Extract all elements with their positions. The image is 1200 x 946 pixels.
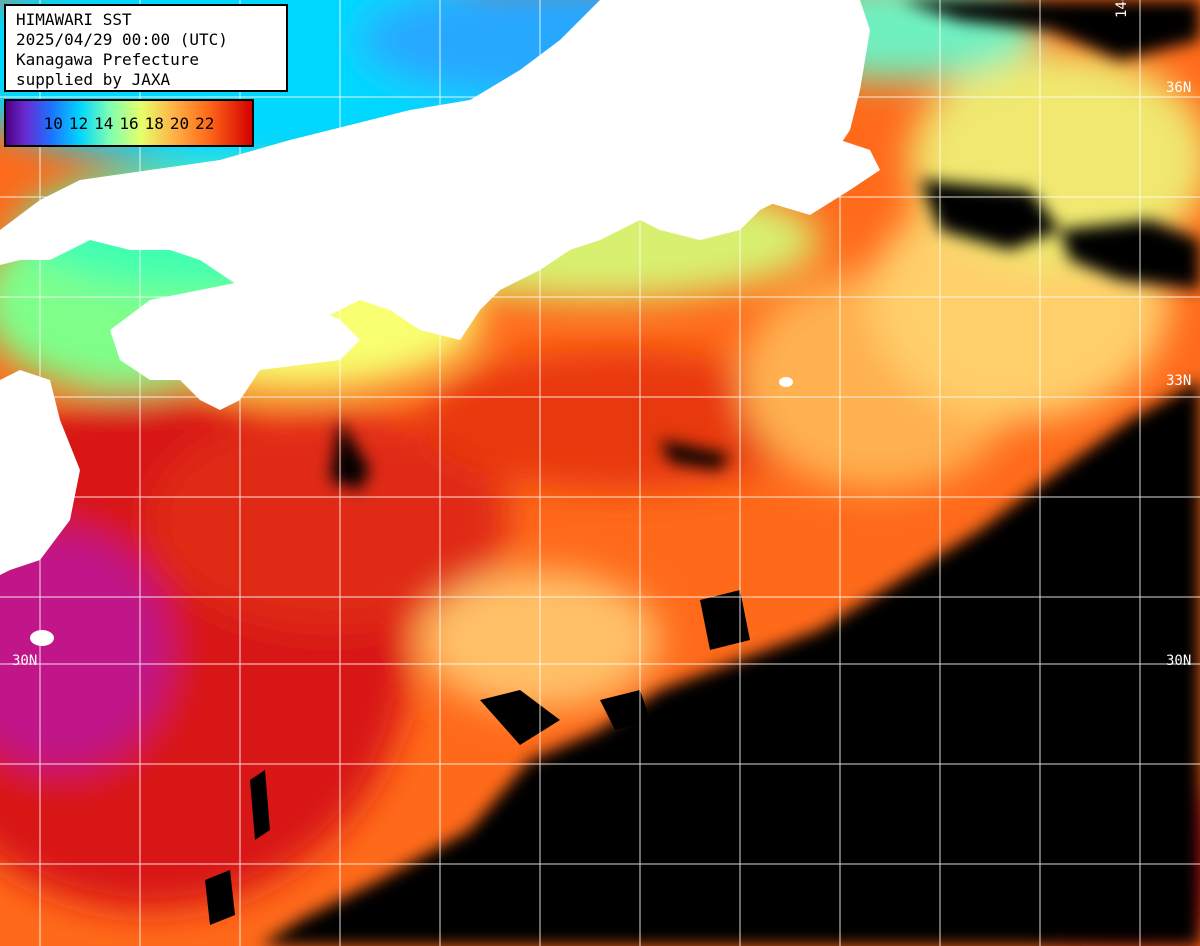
legend-tick: 20 [169,113,190,133]
lat-label-30n-left: 30N [12,653,38,669]
legend-tick: 16 [119,113,139,133]
legend-tick: 10 [43,113,63,133]
lat-label-33n: 33N [1166,373,1192,389]
lon-label-144e: 144E [1114,0,1130,18]
info-box: HIMAWARI SST 2025/04/29 00:00 (UTC) Kana… [4,4,288,92]
lat-label-30n-right: 30N [1166,653,1192,669]
cloud-streaks [205,590,750,925]
legend-tick: 14 [94,113,114,133]
color-legend: 10 12 14 16 18 20 22 [4,99,254,147]
credit: supplied by JAXA [16,70,171,89]
legend-tick: 12 [68,113,89,133]
map-title: HIMAWARI SST [16,10,132,29]
legend-tick: 18 [144,113,164,133]
region: Kanagawa Prefecture [16,50,200,69]
legend-tick: 22 [195,113,215,133]
lat-label-36n: 36N [1166,80,1192,96]
datetime: 2025/04/29 00:00 (UTC) [16,30,228,49]
